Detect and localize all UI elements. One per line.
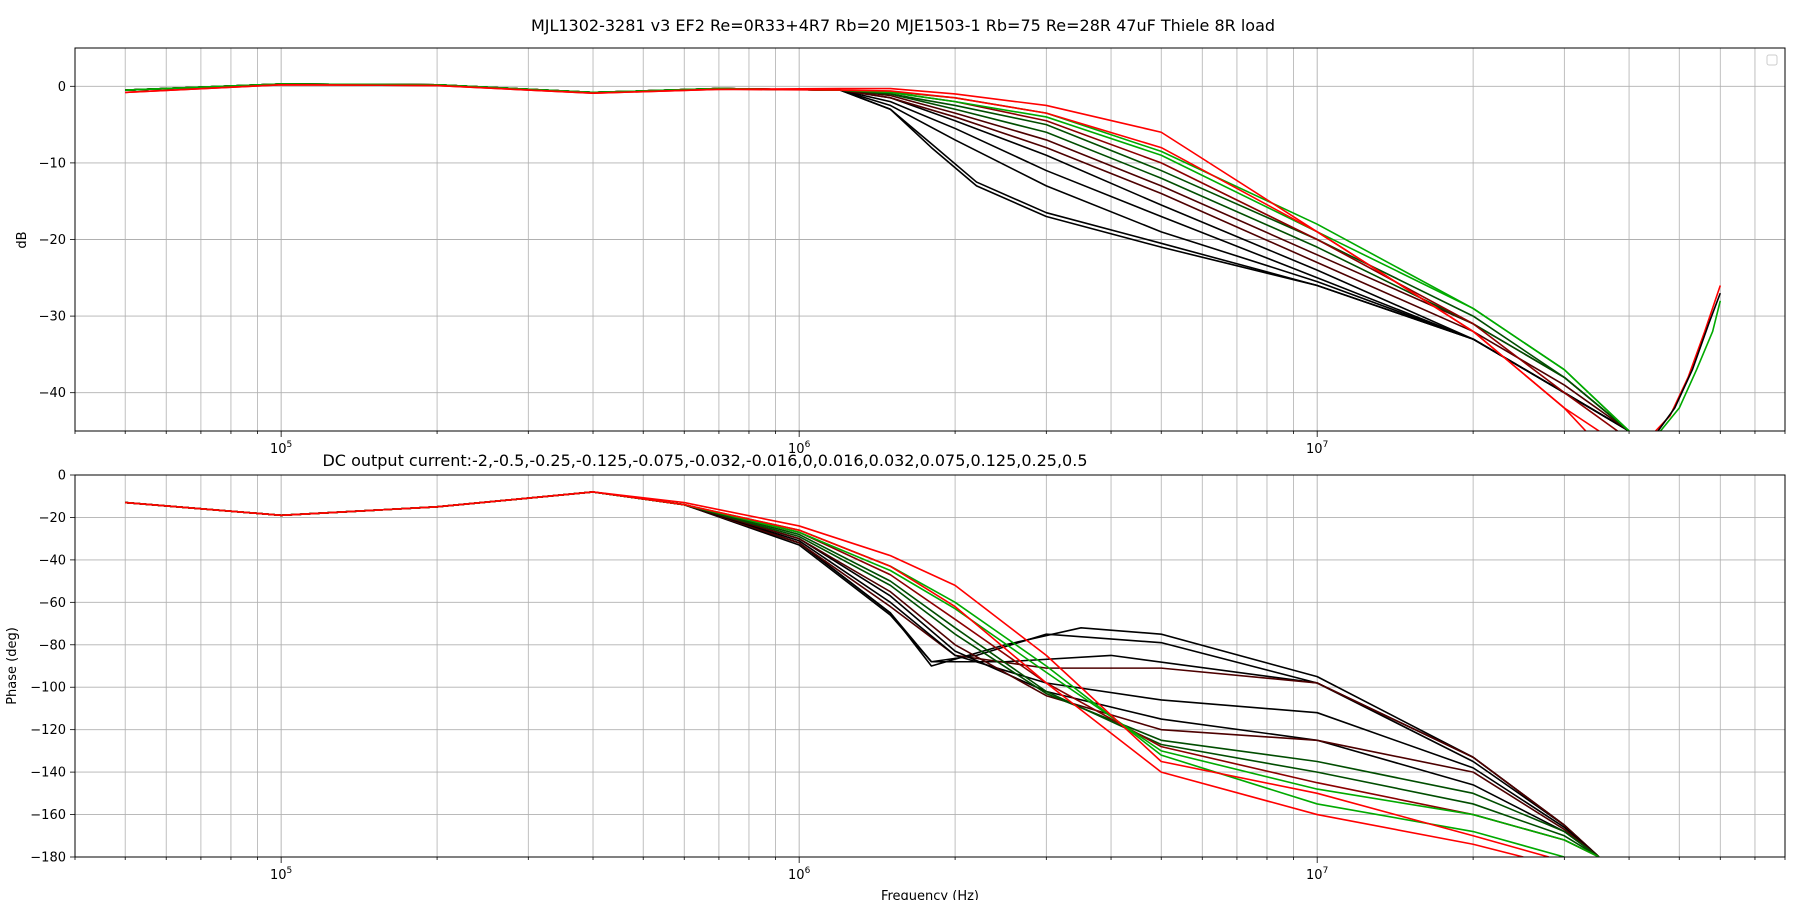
top-series-line bbox=[125, 83, 1630, 431]
top-plot-frame bbox=[74, 47, 1786, 432]
bottom-xtick-label: 107 bbox=[1306, 866, 1328, 883]
top-series-line bbox=[125, 83, 1600, 431]
top-series-line bbox=[1657, 292, 1722, 431]
top-xtick-label: 105 bbox=[270, 440, 292, 457]
legend-box bbox=[1766, 54, 1778, 66]
top-xtick-label: 106 bbox=[788, 440, 811, 457]
x-axis-label: Frequency (Hz) bbox=[881, 889, 979, 900]
top-series-line bbox=[125, 83, 1630, 431]
bottom-ytick-label: 0 bbox=[58, 469, 66, 484]
bottom-plot-frame bbox=[74, 474, 1786, 858]
top-series-line bbox=[125, 83, 1630, 431]
top-series-line bbox=[1659, 300, 1722, 431]
top-series-line bbox=[125, 83, 1630, 431]
top-series-line bbox=[125, 83, 1587, 431]
top-plot-title: MJL1302-3281 v3 EF2 Re=0R33+4R7 Rb=20 MJ… bbox=[531, 16, 1275, 35]
bottom-plot-title: DC output current:-2,-0.5,-0.25,-0.125,-… bbox=[322, 451, 1087, 470]
top-series-line bbox=[125, 83, 1630, 431]
top-series-line bbox=[125, 83, 1630, 431]
top-xtick-label: 107 bbox=[1306, 440, 1328, 457]
bottom-xtick-label: 106 bbox=[788, 866, 811, 883]
bottom-ytick-label: −40 bbox=[39, 553, 66, 568]
top-ytick-label: −30 bbox=[39, 310, 66, 325]
bottom-ytick-label: −120 bbox=[30, 723, 66, 738]
top-ytick-label: 0 bbox=[58, 80, 66, 95]
bottom-y-axis-label: Phase (deg) bbox=[5, 627, 20, 705]
top-ytick-label: −40 bbox=[39, 386, 66, 401]
top-series-line bbox=[125, 83, 1630, 431]
top-ytick-label: −10 bbox=[39, 156, 66, 171]
top-plot-series bbox=[125, 83, 1722, 431]
top-plot-ticks: 0 −10 −20 −30 −40 105 106 107 bbox=[39, 80, 1786, 457]
bottom-series-line bbox=[125, 491, 1550, 857]
top-series-line bbox=[125, 83, 1630, 431]
top-y-axis-label: dB bbox=[15, 231, 30, 248]
top-series-line bbox=[125, 83, 1630, 431]
bottom-ytick-label: −140 bbox=[30, 766, 66, 781]
top-series-line bbox=[125, 83, 1630, 431]
bottom-ytick-label: −180 bbox=[30, 851, 66, 866]
top-series-line bbox=[125, 83, 1618, 431]
bottom-xtick-label: 105 bbox=[270, 866, 292, 883]
bottom-ytick-label: −60 bbox=[39, 596, 66, 611]
top-ytick-label: −20 bbox=[39, 233, 66, 248]
top-series-line bbox=[125, 83, 1630, 431]
bottom-ytick-label: −20 bbox=[39, 511, 66, 526]
bottom-ytick-label: −80 bbox=[39, 638, 66, 653]
bottom-plot-ticks: 0 −20 −40 −60 −80 −100 −120 −140 −160 −180 105 106 1… bbox=[30, 469, 1786, 883]
bottom-plot-series bbox=[125, 491, 1600, 857]
top-series-line bbox=[1654, 285, 1722, 431]
bottom-ytick-label: −160 bbox=[30, 808, 66, 823]
bottom-ytick-label: −100 bbox=[30, 681, 66, 696]
